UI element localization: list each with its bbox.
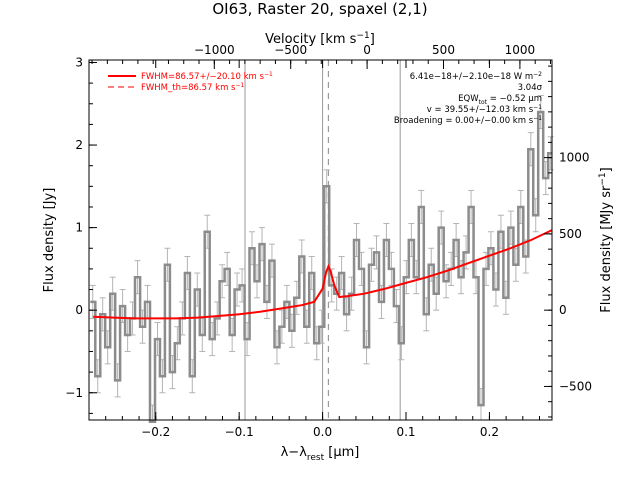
x-tick-label: −0.1 [225,425,254,439]
annotation-sigma: 3.04σ [518,83,543,93]
top-tick-label: −1000 [194,43,235,57]
x-tick-label: 0.0 [313,425,332,439]
y-tick-label: 2 [75,138,83,152]
x-tick-label: −0.2 [141,425,170,439]
y-tick-label: −1 [65,386,83,400]
x-tick-label: 0.2 [480,425,499,439]
right-tick-label: −500 [559,379,592,393]
chart-title: OI63, Raster 20, spaxel (2,1) [212,0,427,18]
y-tick-label: 0 [75,303,83,317]
legend-label-fwhm-th: FWHM_th=86.57 km s−1 [141,82,245,93]
annotation-eqw: EQWtot = −0.52 μm [458,94,542,106]
top-tick-label: 0 [363,43,371,57]
axis-ticks: −0.2 −0.1 0.0 0.1 0.2 −1 0 1 2 3 −1000 −500 0 500 1000… [65,43,592,439]
right-tick-label: 500 [559,227,582,241]
right-axis-label: Flux density [MJy sr−1] [598,167,614,312]
y-axis-label: Flux density [Jy] [42,188,57,293]
plot-frame [88,59,553,421]
data-series-line [90,110,552,423]
x-tick-label: 0.1 [396,425,415,439]
top-tick-label: 500 [432,43,455,57]
y-tick-label: 3 [75,55,83,69]
annotation-flux: 6.41e−18+/−2.10e−18 W m−2 [410,71,542,82]
annotation-broadening: Broadening = 0.00+/−0.00 km s−1 [394,115,542,126]
legend-label-fwhm: FWHM=86.57+/−20.10 km s−1 [141,71,273,82]
legend: FWHM=86.57+/−20.10 km s−1 FWHM_th=86.57 … [108,71,273,93]
top-tick-label: −500 [274,43,307,57]
right-tick-label: 1000 [559,151,590,165]
x-axis-label: λ−λrest [μm] [281,445,360,463]
y-tick-label: 1 [75,221,83,235]
fit-series-line [93,229,553,320]
top-tick-label: 1000 [505,43,536,57]
right-tick-label: 0 [559,303,567,317]
annotation-velocity: v = 39.55+/−12.03 km s−1 [427,104,542,115]
fit-annotations: 6.41e−18+/−2.10e−18 W m−2 3.04σ EQWtot =… [394,71,543,126]
top-axis-label: Velocity [km s−1] [265,31,375,47]
